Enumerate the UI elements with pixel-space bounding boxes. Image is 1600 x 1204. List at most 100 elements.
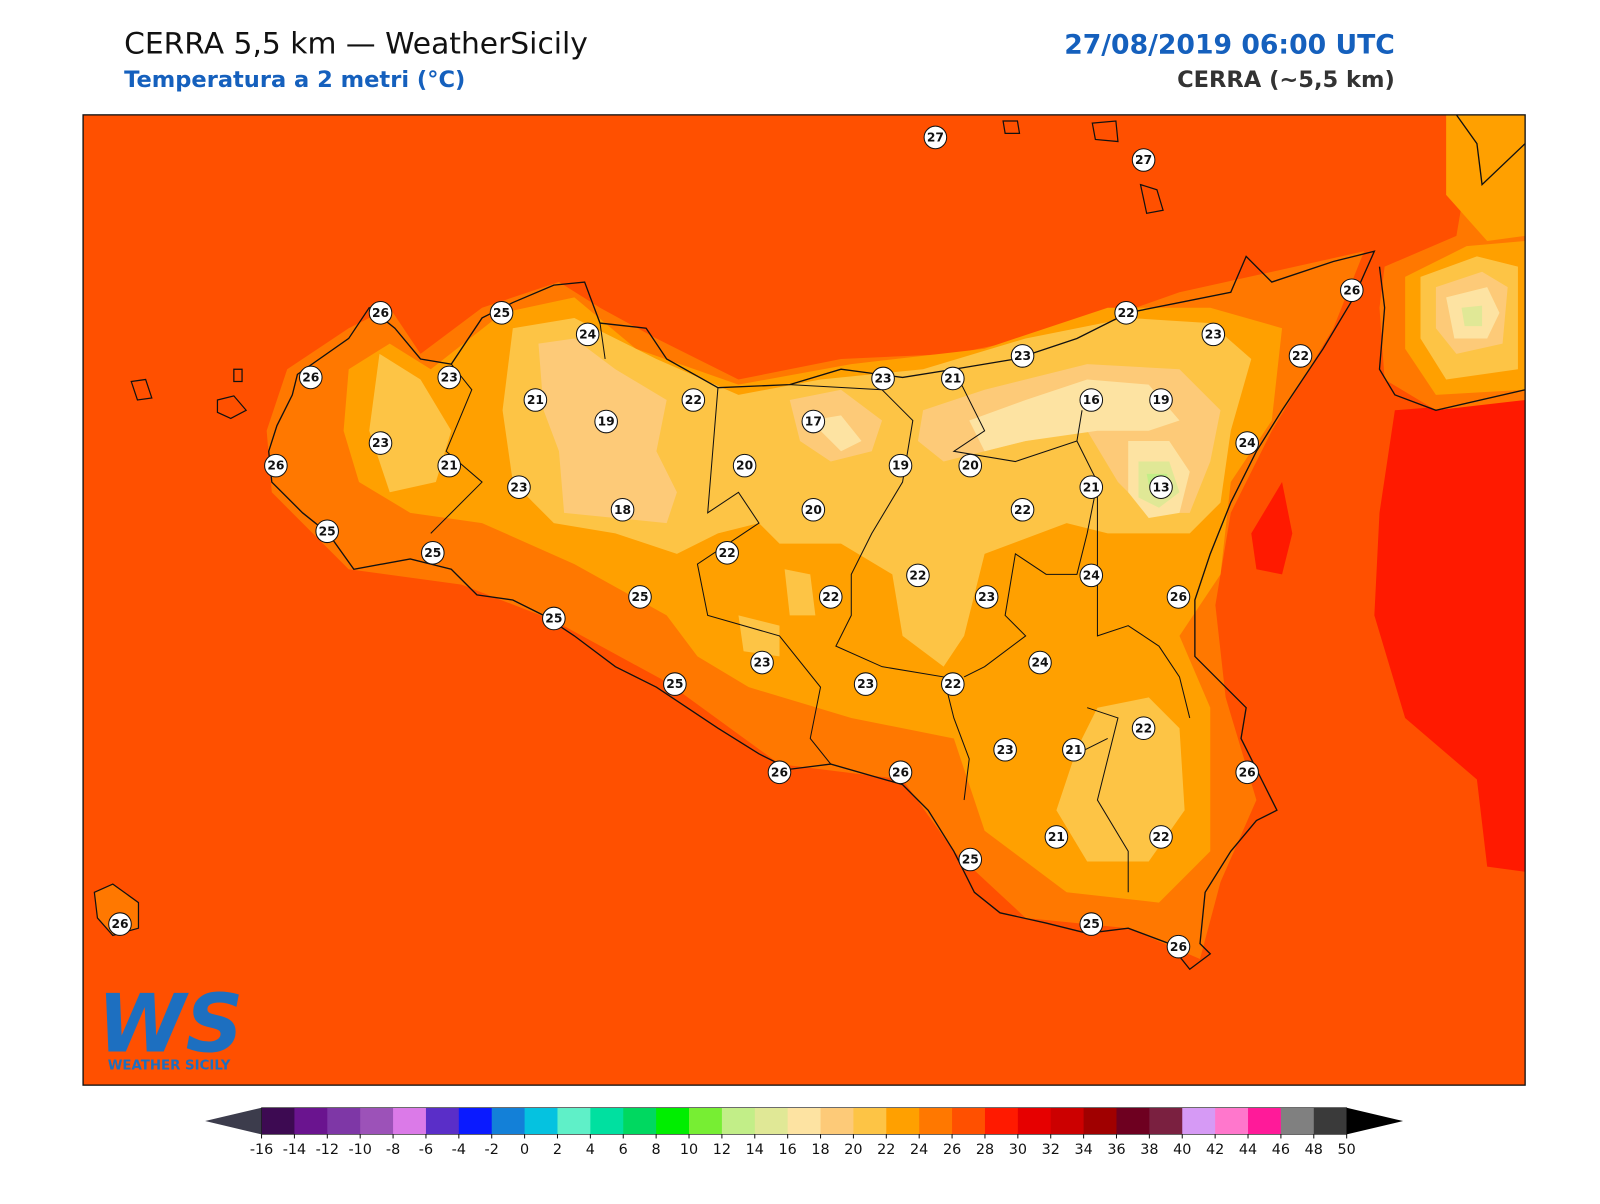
station-value: 23	[510, 480, 527, 494]
colorbar-swatch	[1248, 1107, 1282, 1135]
station-marker	[437, 453, 462, 478]
colorbar: -16 -14 -12 -10 -8 -6 -4 -2 0 2 4 6 8 10 12 14 16 18 20 22 2…	[205, 1107, 1404, 1158]
station-value: 22	[1292, 349, 1309, 363]
station-value: 21	[1083, 480, 1100, 494]
station-value: 26	[1239, 765, 1256, 779]
station-marker	[1079, 563, 1104, 588]
colorbar-tick-label: 34	[1074, 1142, 1092, 1158]
colorbar-outline	[261, 1107, 1347, 1135]
colorbar-tick-label: 48	[1305, 1142, 1323, 1158]
calabria-field	[1446, 114, 1526, 242]
station-value: 21	[527, 393, 544, 407]
station-marker	[1010, 497, 1035, 522]
station-value: 18	[614, 503, 631, 517]
station-marker	[1288, 344, 1313, 368]
colorbar-swatch	[524, 1107, 558, 1135]
station-marker	[1149, 388, 1173, 412]
station-value: 23	[1205, 327, 1222, 341]
colorbar-swatch	[623, 1107, 657, 1135]
station-value: 24	[1083, 568, 1100, 582]
station-marker	[923, 125, 948, 150]
station-marker	[628, 585, 652, 609]
colorbar-swatch	[1280, 1107, 1315, 1135]
colorbar-swatch	[1215, 1107, 1249, 1135]
station-marker	[575, 322, 600, 347]
colorbar-tick-label: -14	[283, 1142, 306, 1158]
station-marker	[1044, 825, 1069, 849]
station-marker	[1166, 585, 1191, 609]
colorbar-swatch	[1313, 1107, 1348, 1135]
station-value: 25	[631, 590, 648, 604]
station-marker	[715, 541, 739, 565]
island-field	[1056, 697, 1185, 862]
station-marker	[368, 301, 393, 325]
station-marker	[1149, 475, 1173, 499]
station-marker	[1062, 737, 1086, 762]
colorbar-tick-label: 0	[520, 1142, 529, 1158]
station-marker	[1201, 322, 1226, 347]
colorbar-swatch	[1083, 1107, 1118, 1135]
colorbar-tick-label: 14	[746, 1142, 764, 1158]
station-value: 25	[319, 524, 336, 538]
island-field	[369, 353, 452, 493]
station-marker	[1235, 760, 1259, 785]
warm-sea	[1374, 400, 1526, 872]
station-marker	[1235, 431, 1259, 455]
station-value: 22	[1118, 306, 1135, 320]
station-value: 25	[493, 306, 510, 320]
colorbar-tick-label: 36	[1107, 1142, 1125, 1158]
colorbar-tick-label: 2	[553, 1142, 562, 1158]
colorbar-swatch	[754, 1107, 789, 1135]
station-value: 23	[857, 677, 874, 691]
station-marker	[1028, 650, 1052, 675]
station-marker	[507, 475, 531, 499]
station-value: 13	[1152, 480, 1169, 494]
colorbar-tick-label: 40	[1173, 1142, 1191, 1158]
colorbar-swatch	[952, 1107, 986, 1135]
station-marker	[818, 585, 843, 609]
colorbar-tick-label: -2	[485, 1142, 499, 1158]
station-marker	[1079, 475, 1104, 499]
station-marker	[610, 497, 635, 522]
station-value: 24	[1239, 436, 1256, 450]
station-marker	[298, 365, 323, 390]
colorbar-tick-label: 44	[1239, 1142, 1257, 1158]
colorbar-swatch	[886, 1107, 920, 1135]
colorbar-swatch	[1182, 1107, 1216, 1135]
station-value: 23	[978, 590, 995, 604]
colorbar-tick-label: -4	[452, 1142, 466, 1158]
station-value: 23	[753, 656, 770, 670]
colorbar-swatch	[458, 1107, 493, 1135]
station-marker	[974, 585, 999, 609]
station-value: 26	[302, 371, 319, 385]
station-marker	[1339, 278, 1364, 303]
colorbar-swatch	[984, 1107, 1019, 1135]
colorbar-tick-label: 26	[943, 1142, 961, 1158]
station-value: 26	[267, 459, 284, 473]
station-marker	[489, 301, 514, 325]
station-value: 22	[1135, 721, 1152, 735]
province-border	[430, 323, 1191, 893]
station-marker	[681, 388, 706, 412]
colorbar-swatch	[425, 1107, 460, 1135]
station-marker	[801, 497, 826, 522]
colorbar-swatch	[590, 1107, 624, 1135]
station-marker	[1079, 388, 1104, 412]
station-value: 20	[736, 459, 753, 473]
station-marker	[941, 672, 965, 696]
station-marker	[941, 366, 965, 391]
station-marker	[368, 431, 393, 455]
station-marker	[264, 453, 288, 478]
station-value: 20	[805, 503, 822, 517]
station-value: 22	[1014, 503, 1031, 517]
colorbar-swatch	[261, 1107, 295, 1135]
station-value: 26	[892, 765, 909, 779]
station-marker	[1149, 825, 1173, 849]
station-value: 26	[372, 306, 389, 320]
map-frame	[82, 114, 1526, 1086]
colorbar-swatch	[1017, 1107, 1052, 1135]
station-marker	[750, 650, 774, 675]
coastline	[1378, 114, 1526, 411]
station-value: 22	[909, 568, 926, 582]
